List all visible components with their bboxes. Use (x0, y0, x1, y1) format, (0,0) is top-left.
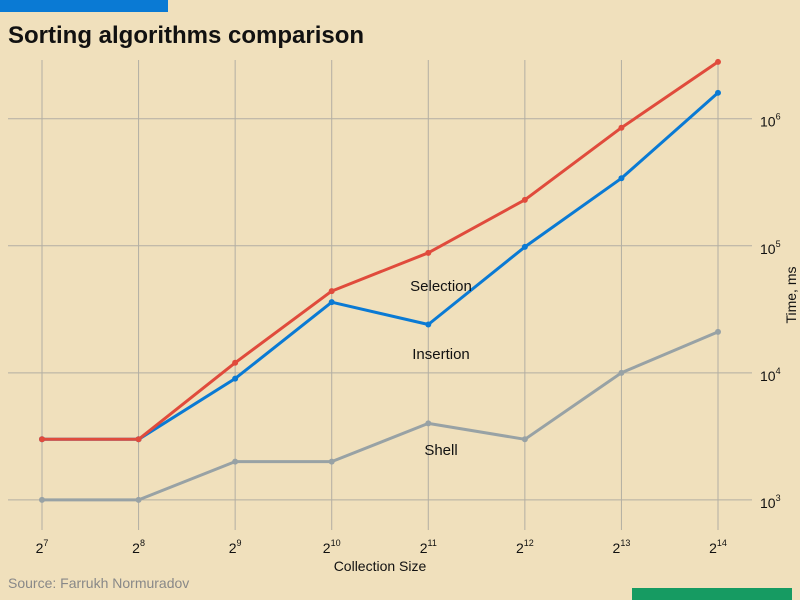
data-point-selection (425, 249, 432, 256)
data-point-shell (715, 328, 721, 335)
x-tick-label: 213 (613, 538, 631, 556)
series-label-selection: Selection (410, 278, 472, 295)
data-point-shell (232, 458, 239, 465)
data-point-shell (328, 458, 335, 465)
data-point-shell (618, 369, 625, 376)
chart-title: Sorting algorithms comparison (8, 22, 365, 49)
top-accent-bar (0, 0, 168, 12)
data-point-shell (135, 496, 142, 503)
data-point-selection (39, 436, 45, 443)
data-point-insertion (618, 175, 625, 182)
data-point-insertion (328, 299, 335, 306)
x-tick-label: 29 (229, 538, 242, 556)
series-label-insertion: Insertion (412, 346, 470, 363)
data-point-selection (135, 436, 142, 443)
x-tick-label: 214 (709, 538, 727, 556)
x-axis-title: Collection Size (334, 558, 427, 574)
bottom-accent-bar (632, 588, 792, 600)
source-note: Source: Farrukh Normuradov (8, 575, 190, 591)
data-point-insertion (521, 243, 528, 250)
series-line-selection (42, 60, 719, 441)
data-point-shell (521, 436, 528, 443)
x-tick-label: 210 (323, 538, 341, 556)
series-label-shell: Shell (424, 442, 457, 459)
x-tick-label: 28 (132, 538, 145, 556)
data-point-insertion (715, 89, 721, 96)
series-line-shell (42, 330, 719, 502)
y-tick-label: 104 (760, 366, 781, 384)
y-tick-label: 106 (760, 112, 781, 130)
data-point-selection (715, 58, 721, 65)
x-tick-label: 27 (36, 538, 49, 556)
data-point-insertion (232, 375, 239, 382)
data-point-selection (521, 196, 528, 203)
y-tick-label: 103 (760, 493, 781, 511)
data-point-selection (232, 359, 239, 366)
x-tick-label: 211 (420, 538, 437, 556)
x-tick-label: 212 (516, 538, 534, 556)
series-line-insertion (42, 91, 719, 441)
data-point-selection (618, 124, 625, 131)
data-point-shell (39, 496, 45, 503)
y-tick-label: 105 (760, 239, 781, 257)
data-point-insertion (425, 321, 432, 328)
y-axis-title: Time, ms (783, 266, 799, 323)
data-point-selection (328, 288, 335, 295)
data-point-shell (425, 420, 432, 427)
